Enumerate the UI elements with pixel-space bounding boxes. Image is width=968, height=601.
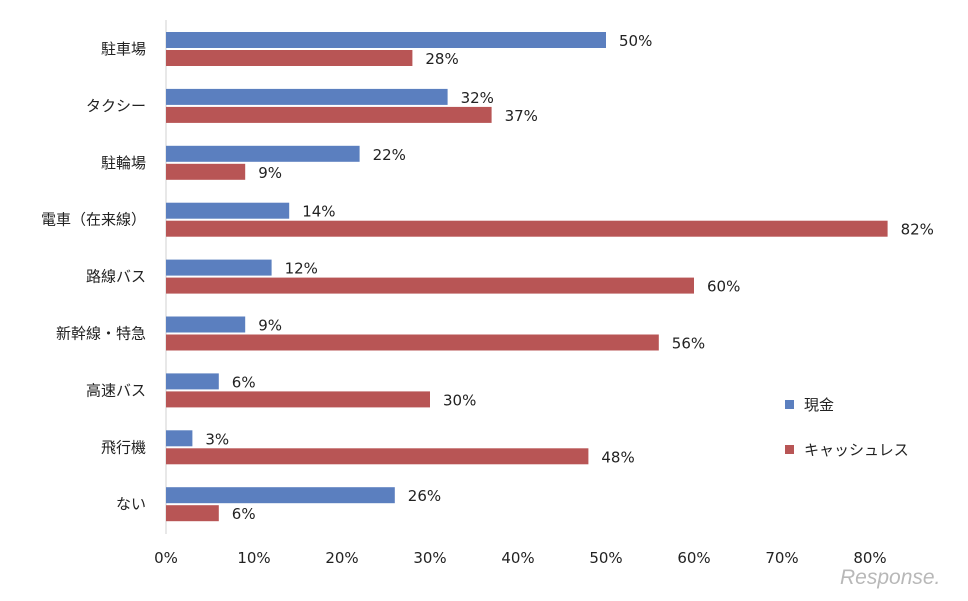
legend-label: キャッシュレス	[804, 441, 909, 459]
data-label: 6%	[232, 505, 256, 523]
x-tick-label: 20%	[325, 549, 358, 567]
x-tick-label: 10%	[237, 549, 270, 567]
data-label: 37%	[505, 107, 538, 125]
x-tick-label: 70%	[765, 549, 798, 567]
bar-cashless	[166, 334, 659, 351]
bar-cashless	[166, 50, 413, 66]
category-label: 電車（在来線）	[41, 211, 146, 229]
data-label: 26%	[408, 487, 441, 505]
data-label: 48%	[601, 448, 634, 466]
bar-cashless	[166, 163, 246, 180]
x-axis-ticks: 0% 10% 20% 30% 40% 50% 60% 70% 80%	[154, 549, 887, 567]
data-label: 22%	[373, 146, 406, 164]
legend-swatch	[785, 400, 794, 409]
x-tick-label: 50%	[589, 549, 622, 567]
bar-cashless	[166, 220, 888, 237]
category-label: 高速バス	[86, 381, 146, 399]
x-tick-label: 80%	[853, 549, 886, 567]
data-label: 14%	[302, 203, 335, 221]
bar-cash	[166, 145, 360, 162]
data-label: 9%	[258, 164, 282, 182]
bar-cash	[166, 259, 272, 276]
category-label: ない	[116, 495, 146, 513]
legend-label: 現金	[804, 396, 834, 414]
bar-cash	[166, 88, 448, 105]
bar-cash	[166, 430, 193, 447]
x-tick-label: 40%	[501, 549, 534, 567]
bar-cashless	[166, 106, 492, 123]
bar-cash	[166, 316, 246, 333]
data-label: 82%	[901, 221, 934, 239]
category-label: 新幹線・特急	[56, 325, 146, 343]
bar-cash	[166, 32, 606, 48]
category-label: タクシー	[86, 97, 146, 115]
category-label: 駐車場	[101, 40, 146, 58]
data-label: 32%	[461, 89, 494, 107]
data-label: 50%	[619, 32, 652, 50]
watermark-text: Response.	[840, 566, 940, 589]
data-label: 28%	[425, 50, 458, 68]
bars-group: 50% 28% 32% 37% 22% 9% 14% 82% 12% 60% 9% 56% 6% 30% 3…	[166, 32, 934, 523]
bar-cash	[166, 487, 395, 504]
legend-swatch	[785, 445, 794, 454]
data-label: 30%	[443, 391, 476, 409]
category-label: 飛行機	[101, 438, 146, 456]
bar-cashless	[166, 505, 219, 522]
category-label: 駐輪場	[101, 154, 146, 172]
data-label: 60%	[707, 278, 740, 296]
data-label: 6%	[232, 373, 256, 391]
data-label: 12%	[285, 260, 318, 278]
bar-cash	[166, 373, 219, 390]
bar-cashless	[166, 448, 589, 465]
x-tick-label: 0%	[154, 549, 178, 567]
x-tick-label: 60%	[677, 549, 710, 567]
bar-cashless	[166, 391, 430, 408]
data-label: 56%	[672, 335, 705, 353]
x-tick-label: 30%	[413, 549, 446, 567]
category-label: 路線バス	[86, 268, 146, 286]
bar-cash	[166, 202, 290, 219]
bar-cashless	[166, 277, 694, 294]
data-label: 3%	[205, 430, 229, 448]
data-label: 9%	[258, 317, 282, 335]
